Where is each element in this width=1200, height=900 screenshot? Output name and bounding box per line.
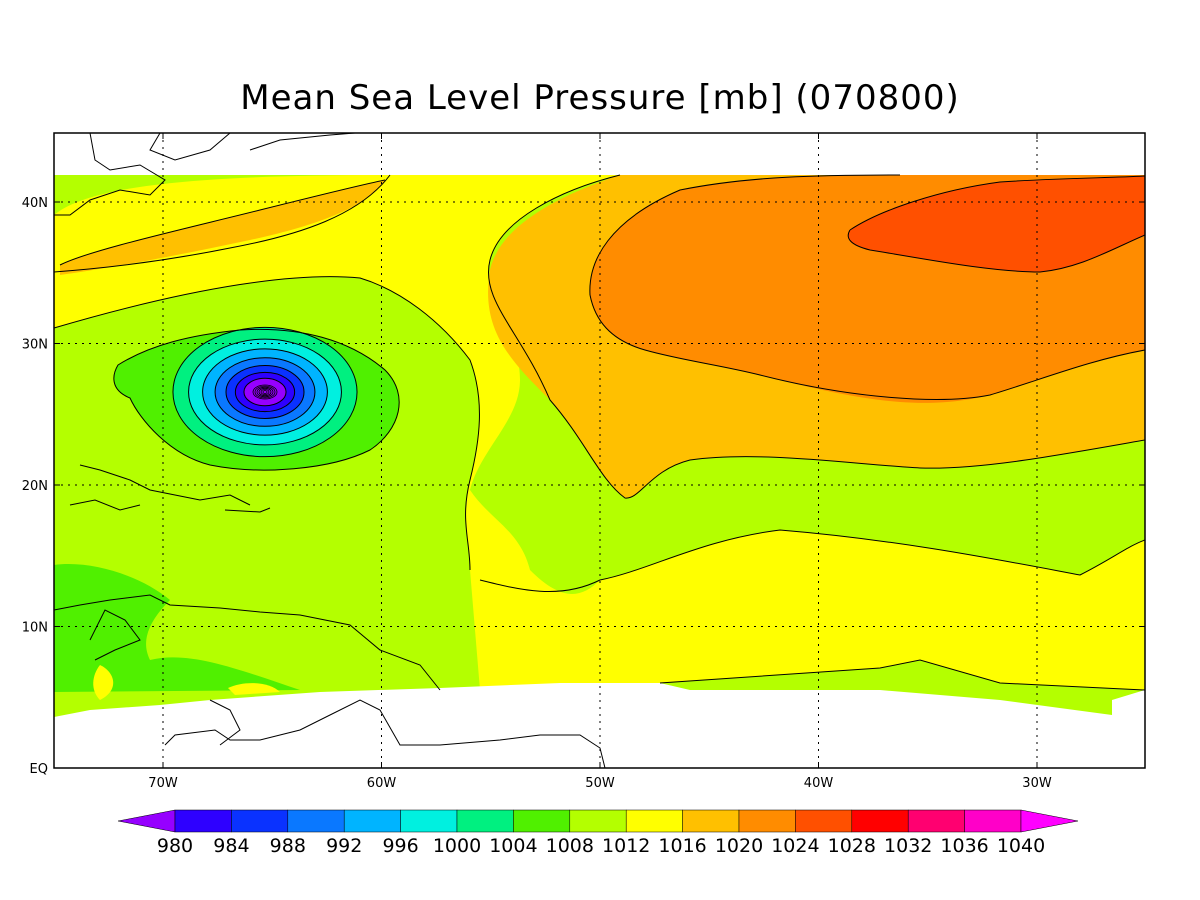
pressure-field bbox=[54, 175, 1145, 717]
low-ring-inner bbox=[260, 388, 270, 395]
colorbar-label: 1024 bbox=[771, 835, 819, 857]
colorbar-label: 984 bbox=[213, 835, 249, 857]
low-pressure-center bbox=[172, 326, 358, 458]
x-tick-label: 30W bbox=[1022, 776, 1052, 791]
colorbar-swatch bbox=[795, 809, 853, 833]
pressure-region-1008-south bbox=[54, 564, 300, 692]
y-tick-label: 40N bbox=[22, 196, 48, 211]
colorbar-label: 1020 bbox=[715, 835, 763, 857]
colorbar-swatch bbox=[400, 809, 458, 833]
x-tick-label: 60W bbox=[367, 776, 397, 791]
y-tick-label: EQ bbox=[30, 762, 48, 777]
y-tick-label: 30N bbox=[22, 338, 48, 353]
colorbar-label: 1016 bbox=[658, 835, 706, 857]
x-tick-label: 70W bbox=[148, 776, 178, 791]
colorbar-swatch bbox=[174, 809, 232, 833]
colorbar-arrow-high bbox=[1020, 809, 1079, 833]
map-title: Mean Sea Level Pressure [mb] (070800) bbox=[240, 78, 960, 118]
coastlines bbox=[53, 132, 606, 769]
colorbar-swatch bbox=[625, 809, 683, 833]
low-ring-inner bbox=[254, 385, 276, 399]
colorbar-label: 1012 bbox=[602, 835, 650, 857]
colorbar-swatch bbox=[682, 809, 740, 833]
gridlines bbox=[54, 133, 1145, 768]
colorbar-label: 1028 bbox=[828, 835, 876, 857]
x-tick-label: 40W bbox=[804, 776, 834, 791]
colorbar-swatch bbox=[343, 809, 401, 833]
pressure-region-1028 bbox=[848, 176, 1145, 272]
colorbar-label: 1008 bbox=[546, 835, 594, 857]
colorbar-swatch bbox=[964, 809, 1022, 833]
y-axis: EQ 10N 20N 30N 40N bbox=[22, 196, 1145, 777]
colorbar-label: 1004 bbox=[489, 835, 537, 857]
pressure-region-1016-north bbox=[54, 175, 1145, 690]
colorbar-swatch bbox=[569, 809, 627, 833]
pressure-region-1016-patch bbox=[93, 665, 114, 700]
colorbar-swatch bbox=[287, 809, 345, 833]
low-ring-inner bbox=[256, 386, 274, 398]
pressure-region-1016-patch2 bbox=[228, 683, 280, 695]
colorbar-label: 1032 bbox=[884, 835, 932, 857]
low-ring-inner bbox=[258, 387, 272, 397]
colorbar-swatch bbox=[231, 809, 289, 833]
low-ring-inner bbox=[252, 384, 278, 400]
colorbar-label: 1036 bbox=[940, 835, 988, 857]
colorbar-swatch bbox=[738, 809, 796, 833]
colorbar-label: 992 bbox=[326, 835, 362, 857]
y-tick-label: 20N bbox=[22, 479, 48, 494]
colorbar-label: 996 bbox=[382, 835, 418, 857]
contour-lines bbox=[53, 174, 1146, 691]
colorbar-swatch bbox=[456, 809, 514, 833]
low-ring bbox=[243, 377, 287, 407]
x-tick-label: 50W bbox=[585, 776, 615, 791]
colorbar-label: 1000 bbox=[433, 835, 481, 857]
colorbar-label: 1040 bbox=[997, 835, 1045, 857]
colorbar-swatch bbox=[513, 809, 571, 833]
low-ring-inner bbox=[262, 390, 268, 394]
nodata-region bbox=[54, 683, 1145, 768]
x-axis: 70W 60W 50W 40W 30W bbox=[148, 133, 1052, 791]
colorbar-label: 980 bbox=[157, 835, 193, 857]
colorbar-swatch bbox=[851, 809, 909, 833]
colorbar-arrow-low bbox=[117, 809, 176, 833]
colorbar-label: 988 bbox=[270, 835, 306, 857]
y-tick-label: 10N bbox=[22, 621, 48, 636]
colorbar-swatch bbox=[907, 809, 965, 833]
colorbar: 980 984 988 992 996 1000 1004 1008 1012 1016 1020 1… bbox=[117, 809, 1079, 857]
pressure-region-1020-west bbox=[60, 180, 385, 275]
